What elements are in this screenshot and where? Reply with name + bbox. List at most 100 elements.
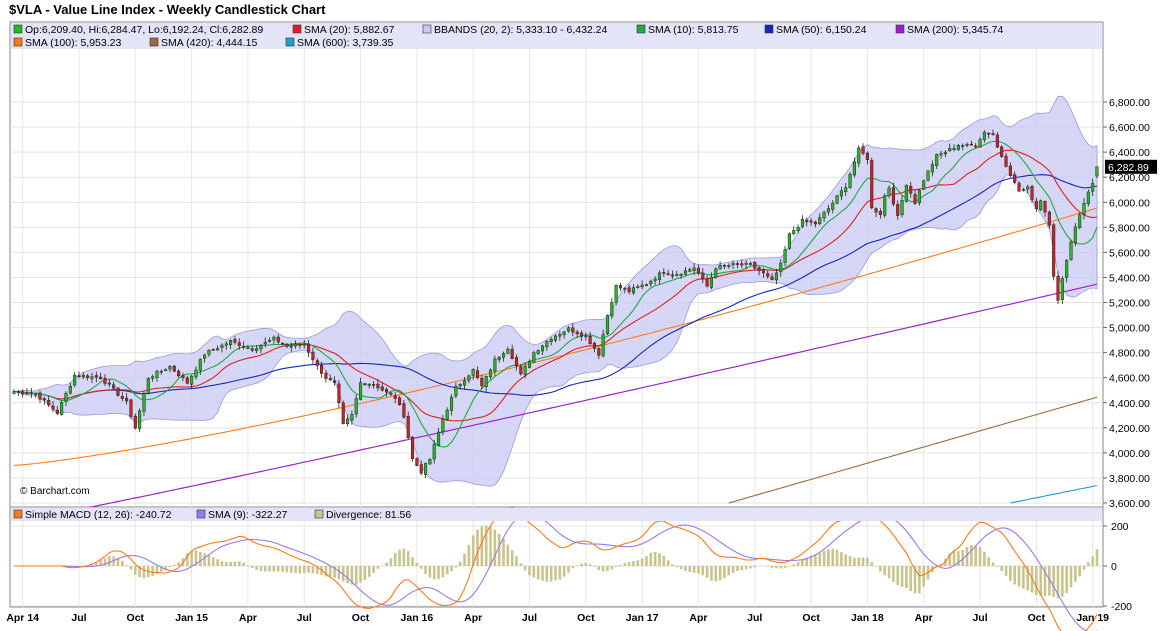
x-tick-label: Oct [1028,612,1046,624]
divergence-bar [727,566,731,576]
divergence-bar [441,566,445,578]
divergence-bar [480,526,484,566]
divergence-bar [814,554,817,566]
divergence-bar [593,566,596,567]
divergence-bar [536,566,540,580]
divergence-bar [510,550,514,566]
price-tick-label: 6,800.00 [1109,97,1150,109]
candle-body [302,343,306,346]
divergence-bar [957,551,960,566]
divergence-bar [363,566,367,580]
divergence-bar [723,566,726,579]
candle-body [818,217,822,224]
candle-body [995,134,999,148]
candle-body [42,398,46,401]
divergence-bar [229,561,232,566]
x-tick-label: Jul [972,612,987,624]
candle-body [779,262,783,273]
candle-body [488,369,493,377]
divergence-bar [879,566,882,572]
candle-body [21,391,25,395]
macd-tick-label: 0 [1111,561,1117,573]
x-tick-label: Oct [577,612,595,624]
candle-body [536,350,540,354]
divergence-bar [627,561,631,566]
divergence-bar [545,566,549,582]
divergence-bar [285,566,289,573]
price-tick-label: 4,800.00 [1109,348,1150,360]
divergence-bar [389,558,393,566]
candle-body [640,284,644,288]
divergence-bar [237,561,241,566]
divergence-bar [961,549,965,566]
legend-swatch-sma600 [285,37,295,47]
candle-body [250,348,254,351]
divergence-bar [714,566,718,582]
price-tick-label: 4,400.00 [1109,398,1150,410]
divergence-bar [796,562,800,566]
candle-body [86,375,90,378]
x-tick-label: Jan 18 [851,612,884,624]
candle-body [675,274,679,276]
candle-body [1030,186,1034,201]
divergence-bar [1069,566,1073,588]
divergence-bar [1009,566,1012,581]
divergence-bar [688,566,692,573]
candle-body [909,185,913,194]
candle-body [753,262,757,269]
candle-body [337,383,341,404]
divergence-bar [1095,549,1099,566]
macd-legend-swatch-macd [13,509,23,519]
divergence-bar [1004,566,1008,576]
divergence-bar [471,535,475,566]
candle-body [151,376,155,379]
candle-body [385,389,389,393]
candle-body [220,344,224,348]
x-tick-label: Jul [747,612,762,624]
candle-body [722,264,726,267]
divergence-bar [896,566,900,585]
candle-body [974,145,978,148]
candle-body [471,369,475,376]
divergence-bar [346,566,349,584]
candle-body [207,350,211,355]
divergence-bar [766,566,770,567]
candle-body [324,372,328,379]
divergence-bar [1052,566,1055,597]
candle-body [289,345,293,348]
divergence-bar [835,549,839,566]
candle-body [848,174,852,188]
macd-legend-text-macd: Simple MACD (12, 26): -240.72 [25,509,172,521]
candle-body [601,334,605,357]
candle-body [618,285,623,289]
candle-body [346,418,350,425]
price-tick-label: 3,800.00 [1109,473,1150,485]
candle-body [943,151,947,155]
divergence-bar [307,566,310,573]
candle-body [272,336,276,341]
divergence-bar [562,566,566,577]
candle-body [913,194,917,204]
divergence-bar [718,566,722,581]
legend-text-sma50: SMA (50): 6,150.24 [776,24,867,36]
candle-body [562,331,566,335]
divergence-bar [1043,566,1047,597]
divergence-bar [133,566,137,575]
candle-body [844,187,848,193]
divergence-bar [1087,562,1090,566]
divergence-bar [822,551,826,566]
candle-body [255,348,259,352]
candle-body [328,378,332,381]
divergence-bar [684,566,687,571]
x-tick-label: Jan 16 [401,612,434,624]
divergence-bar [567,566,570,573]
divergence-bar [649,552,653,566]
legend-text-sma100: SMA (100): 5,953.23 [25,37,121,49]
candle-body [787,233,791,249]
candle-body [1039,200,1043,211]
macd-legend-text-signal: SMA (9): -322.27 [208,509,288,521]
candle-body [870,160,874,209]
divergence-bar [978,547,982,566]
divergence-bar [874,566,878,567]
